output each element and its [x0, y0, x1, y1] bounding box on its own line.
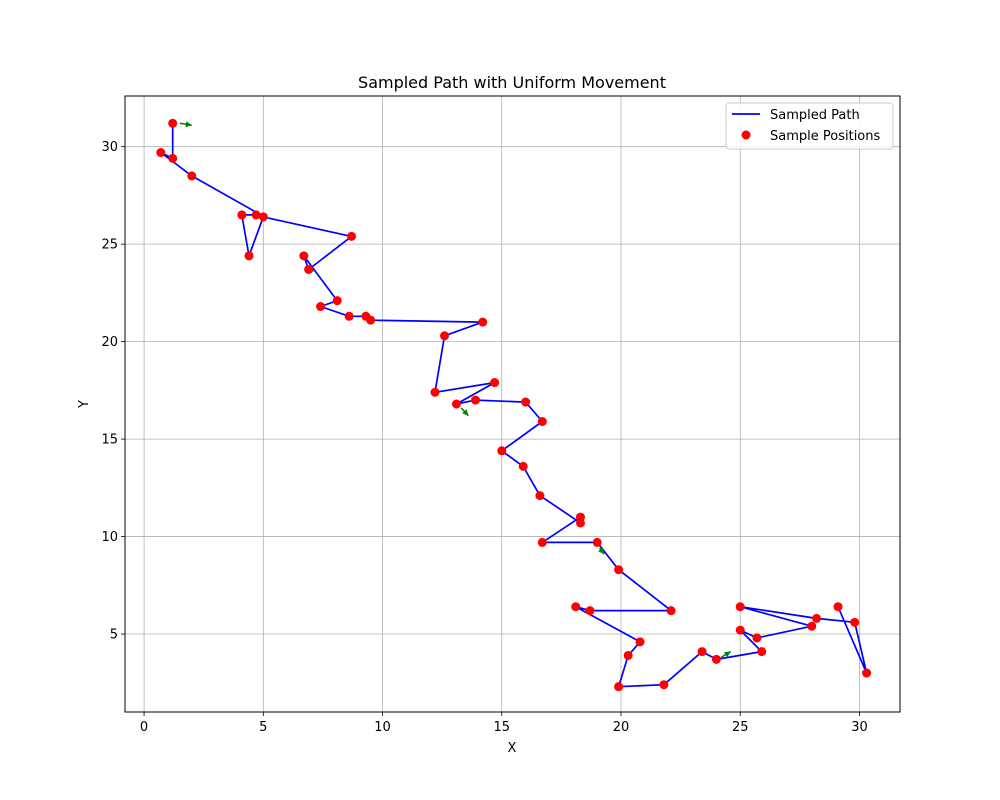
- sample-point: [366, 315, 376, 325]
- direction-arrow: [179, 121, 192, 128]
- sample-point: [623, 650, 633, 660]
- y-tick-label: 10: [101, 530, 118, 545]
- sample-point: [537, 417, 547, 427]
- chart-title: Sampled Path with Uniform Movement: [358, 73, 666, 92]
- path-layer: [159, 123, 868, 688]
- sample-point: [478, 317, 488, 327]
- sample-point: [697, 647, 707, 657]
- sample-point: [711, 654, 721, 664]
- sample-point: [497, 446, 507, 456]
- sample-point: [521, 397, 531, 407]
- legend-label-sample-positions: Sample Positions: [770, 129, 880, 144]
- y-tick-label: 25: [101, 238, 118, 253]
- sample-point: [635, 637, 645, 647]
- sample-point: [592, 537, 602, 547]
- y-tick-label: 15: [101, 433, 118, 448]
- x-axis-label: X: [508, 741, 517, 756]
- sample-point: [347, 231, 357, 241]
- sample-point: [440, 331, 450, 341]
- legend-box: [725, 102, 894, 150]
- sample-point: [752, 633, 762, 643]
- sample-point: [757, 647, 767, 657]
- sample-point: [316, 302, 326, 312]
- x-tick-label: 30: [851, 720, 868, 735]
- sample-point: [187, 171, 197, 181]
- sample-point: [537, 537, 547, 547]
- sample-point: [244, 251, 254, 261]
- sample-point: [666, 606, 676, 616]
- tick-layer: 0 5 10 15 20 25 30 5 10 15 20 25 30: [101, 140, 867, 735]
- direction-arrow: [460, 407, 469, 417]
- sample-point: [332, 296, 342, 306]
- sample-point: [168, 118, 178, 128]
- x-tick-label: 0: [140, 720, 148, 735]
- sample-point: [156, 148, 166, 158]
- sample-point: [850, 617, 860, 627]
- sample-point: [862, 668, 872, 678]
- x-tick-label: 10: [374, 720, 391, 735]
- sample-point: [614, 565, 624, 575]
- x-tick-label: 25: [732, 720, 749, 735]
- x-tick-label: 15: [493, 720, 510, 735]
- x-tick-label: 5: [259, 720, 267, 735]
- sample-point: [344, 311, 354, 321]
- sample-point: [735, 625, 745, 635]
- sample-point: [812, 613, 822, 623]
- sample-point: [518, 461, 528, 471]
- sample-point: [471, 395, 481, 405]
- sample-point: [571, 602, 581, 612]
- sampled-path-line: [159, 123, 868, 688]
- legend: Sampled Path Sample Positions: [725, 102, 894, 150]
- sample-point: [237, 210, 247, 220]
- direction-arrow: [598, 547, 605, 555]
- sample-point: [430, 387, 440, 397]
- sample-point: [490, 378, 500, 388]
- x-tick-label: 20: [613, 720, 630, 735]
- sample-point: [833, 602, 843, 612]
- legend-label-sampled-path: Sampled Path: [770, 108, 860, 123]
- sample-point: [304, 264, 314, 274]
- legend-marker-swatch: [741, 130, 751, 140]
- sample-point: [585, 606, 595, 616]
- sample-point: [451, 399, 461, 409]
- sample-point: [659, 680, 669, 690]
- direction-arrow: [720, 650, 732, 659]
- grid-layer: [125, 96, 900, 712]
- sample-point: [168, 153, 178, 163]
- sample-point: [575, 518, 585, 528]
- sample-point: [251, 210, 261, 220]
- y-tick-label: 30: [101, 140, 118, 155]
- sample-point: [807, 621, 817, 631]
- sample-point: [299, 251, 309, 261]
- plot-frame: [124, 95, 901, 713]
- sample-point: [258, 212, 268, 222]
- y-tick-label: 20: [101, 335, 118, 350]
- y-tick-label: 5: [110, 628, 118, 643]
- sample-point: [614, 682, 624, 692]
- sample-point: [735, 602, 745, 612]
- sample-point: [535, 491, 545, 501]
- point-layer: [156, 118, 872, 692]
- y-axis-label: Y: [77, 400, 92, 409]
